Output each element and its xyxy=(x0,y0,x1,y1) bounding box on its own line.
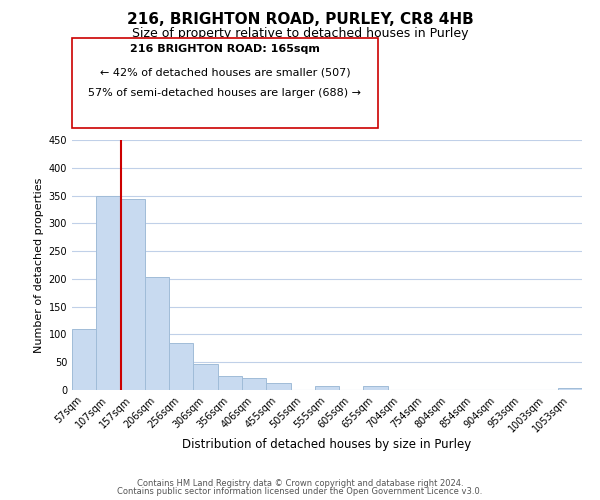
Bar xyxy=(218,376,242,390)
Bar xyxy=(145,277,169,390)
Bar xyxy=(266,384,290,390)
Bar xyxy=(121,200,145,390)
Bar xyxy=(72,329,96,390)
Bar xyxy=(242,378,266,390)
Text: Contains HM Land Registry data © Crown copyright and database right 2024.: Contains HM Land Registry data © Crown c… xyxy=(137,478,463,488)
Text: Contains public sector information licensed under the Open Government Licence v3: Contains public sector information licen… xyxy=(118,487,482,496)
Bar xyxy=(169,343,193,390)
Y-axis label: Number of detached properties: Number of detached properties xyxy=(34,178,44,352)
Bar xyxy=(96,196,121,390)
Bar xyxy=(193,364,218,390)
Text: 216, BRIGHTON ROAD, PURLEY, CR8 4HB: 216, BRIGHTON ROAD, PURLEY, CR8 4HB xyxy=(127,12,473,28)
Text: Size of property relative to detached houses in Purley: Size of property relative to detached ho… xyxy=(132,28,468,40)
X-axis label: Distribution of detached houses by size in Purley: Distribution of detached houses by size … xyxy=(182,438,472,451)
Bar xyxy=(558,388,582,390)
Bar xyxy=(364,386,388,390)
Bar xyxy=(315,386,339,390)
Text: 216 BRIGHTON ROAD: 165sqm: 216 BRIGHTON ROAD: 165sqm xyxy=(130,44,320,54)
Text: 57% of semi-detached houses are larger (688) →: 57% of semi-detached houses are larger (… xyxy=(89,88,361,99)
Text: ← 42% of detached houses are smaller (507): ← 42% of detached houses are smaller (50… xyxy=(100,68,350,78)
